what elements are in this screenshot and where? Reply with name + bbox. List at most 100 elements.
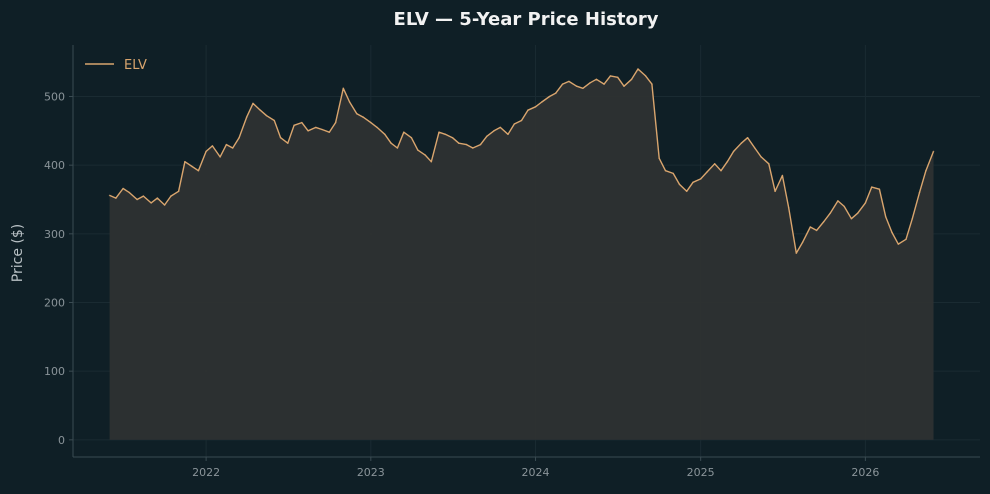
data-point-elv-60 bbox=[520, 119, 523, 122]
data-point-elv-61 bbox=[527, 109, 529, 111]
y-axis-label: Price ($) bbox=[10, 224, 26, 282]
legend-label-elv: ELV bbox=[124, 58, 147, 73]
data-point-elv-84 bbox=[685, 190, 688, 193]
data-point-elv-31 bbox=[321, 128, 323, 131]
data-point-elv-4 bbox=[136, 198, 138, 201]
data-point-elv-92 bbox=[740, 142, 743, 144]
data-point-elv-87 bbox=[706, 171, 708, 173]
data-point-elv-88 bbox=[713, 163, 716, 165]
data-point-elv-18 bbox=[231, 147, 234, 149]
data-point-elv-27 bbox=[293, 124, 295, 127]
y-tick-label-300: 300 bbox=[44, 228, 65, 241]
data-point-elv-7 bbox=[156, 197, 159, 199]
y-tick-label-100: 100 bbox=[44, 365, 65, 378]
data-point-elv-6 bbox=[150, 202, 152, 204]
data-point-elv-67 bbox=[568, 80, 570, 83]
data-point-elv-104 bbox=[823, 220, 825, 223]
data-point-elv-15 bbox=[211, 145, 214, 147]
data-point-elv-113 bbox=[884, 215, 887, 218]
data-point-elv-75 bbox=[623, 85, 625, 87]
x-tick-label-2026: 2026 bbox=[851, 466, 879, 479]
chart-title: ELV — 5-Year Price History bbox=[394, 9, 659, 30]
data-point-elv-29 bbox=[307, 130, 309, 132]
data-point-elv-30 bbox=[315, 126, 317, 129]
data-point-elv-120 bbox=[932, 150, 935, 153]
data-point-elv-110 bbox=[864, 202, 867, 204]
data-point-elv-42 bbox=[396, 147, 399, 149]
data-point-elv-68 bbox=[575, 85, 578, 87]
data-point-elv-43 bbox=[403, 131, 405, 133]
data-point-elv-118 bbox=[918, 191, 921, 194]
data-point-elv-111 bbox=[870, 186, 873, 188]
data-point-elv-19 bbox=[238, 136, 240, 139]
y-tick-label-500: 500 bbox=[44, 91, 65, 104]
data-point-elv-32 bbox=[328, 131, 331, 133]
data-point-elv-38 bbox=[370, 121, 372, 124]
data-point-elv-5 bbox=[142, 195, 145, 197]
data-point-elv-23 bbox=[265, 114, 268, 117]
data-point-elv-20 bbox=[245, 116, 248, 118]
x-tick-label-2025: 2025 bbox=[687, 466, 715, 479]
data-point-elv-1 bbox=[115, 197, 117, 199]
data-point-elv-86 bbox=[699, 178, 702, 180]
data-point-elv-51 bbox=[458, 142, 460, 144]
data-point-elv-2 bbox=[122, 187, 124, 190]
data-point-elv-97 bbox=[774, 190, 776, 193]
data-point-elv-59 bbox=[513, 123, 516, 125]
data-point-elv-101 bbox=[801, 241, 804, 243]
data-point-elv-76 bbox=[630, 78, 633, 81]
tick-labels: 0 100 200 300 400 500 2022 2023 2024 2025 2026 bbox=[44, 91, 879, 480]
data-point-elv-50 bbox=[451, 136, 454, 139]
data-point-elv-34 bbox=[342, 87, 345, 90]
y-tick-label-400: 400 bbox=[44, 159, 65, 172]
data-point-elv-58 bbox=[507, 133, 509, 136]
data-point-elv-40 bbox=[384, 133, 386, 136]
data-point-elv-53 bbox=[472, 147, 474, 149]
data-point-elv-115 bbox=[897, 243, 900, 245]
data-point-elv-80 bbox=[658, 157, 660, 160]
data-point-elv-12 bbox=[191, 165, 193, 168]
data-point-elv-8 bbox=[163, 204, 166, 206]
data-point-elv-69 bbox=[582, 87, 584, 90]
data-point-elv-103 bbox=[815, 229, 818, 232]
data-point-elv-57 bbox=[499, 126, 502, 129]
data-point-elv-36 bbox=[356, 112, 358, 115]
data-point-elv-41 bbox=[390, 142, 392, 144]
data-point-elv-3 bbox=[128, 191, 131, 194]
data-point-elv-90 bbox=[726, 160, 729, 163]
data-point-elv-22 bbox=[259, 109, 262, 111]
data-point-elv-0 bbox=[108, 194, 111, 197]
data-point-elv-94 bbox=[754, 147, 756, 149]
data-point-elv-73 bbox=[609, 75, 612, 77]
y-tick-label-0: 0 bbox=[58, 434, 65, 447]
axes bbox=[69, 45, 980, 461]
data-point-elv-99 bbox=[787, 206, 790, 209]
data-point-elv-102 bbox=[809, 226, 812, 228]
data-point-elv-109 bbox=[856, 212, 859, 214]
series-area-elv bbox=[109, 69, 934, 440]
data-point-elv-13 bbox=[197, 169, 200, 172]
data-point-elv-95 bbox=[760, 156, 762, 158]
data-point-elv-21 bbox=[252, 102, 254, 105]
y-tick-label-200: 200 bbox=[44, 297, 65, 310]
data-point-elv-55 bbox=[486, 135, 488, 138]
data-point-elv-49 bbox=[444, 133, 447, 136]
data-point-elv-28 bbox=[301, 121, 303, 124]
data-point-elv-24 bbox=[273, 119, 276, 122]
data-point-elv-46 bbox=[424, 154, 426, 156]
x-tick-label-2023: 2023 bbox=[357, 466, 385, 479]
data-point-elv-48 bbox=[438, 131, 440, 133]
data-point-elv-71 bbox=[595, 78, 598, 81]
data-point-elv-116 bbox=[905, 238, 907, 241]
data-point-elv-47 bbox=[430, 160, 433, 163]
data-point-elv-66 bbox=[561, 83, 564, 85]
x-tick-label-2022: 2022 bbox=[192, 466, 220, 479]
data-point-elv-96 bbox=[768, 163, 770, 165]
data-point-elv-78 bbox=[644, 75, 647, 77]
data-point-elv-98 bbox=[781, 174, 784, 177]
data-point-elv-117 bbox=[911, 217, 914, 220]
data-point-elv-16 bbox=[219, 156, 221, 158]
data-point-elv-100 bbox=[795, 252, 798, 254]
data-point-elv-35 bbox=[348, 101, 351, 103]
